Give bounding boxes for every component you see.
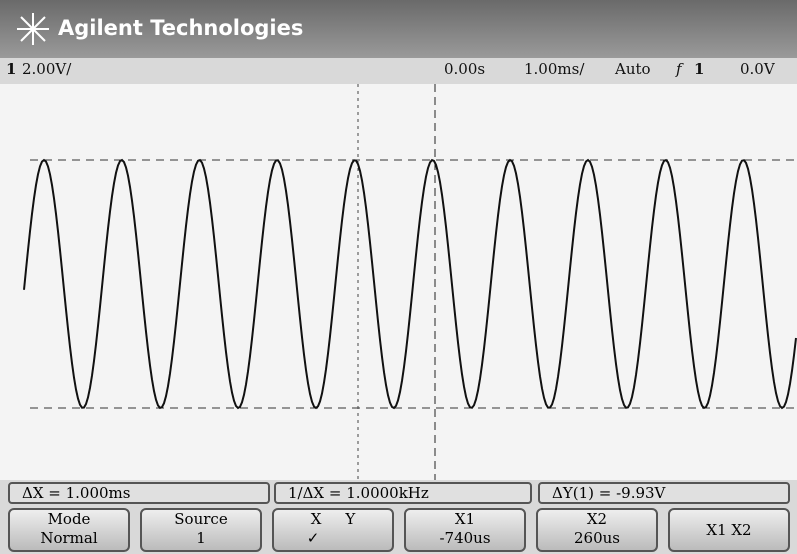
softkey-label-x: X (311, 510, 322, 528)
softkey-x1[interactable]: X1-740us (404, 508, 526, 552)
softkey-label: X2 (538, 510, 656, 529)
waveform-display (0, 84, 797, 480)
timebase: 1.00ms/ (524, 60, 584, 84)
softkey-value: Normal (10, 529, 128, 548)
softkey-value: 1 (142, 529, 260, 548)
softkey-value: ✓ (274, 529, 392, 548)
trigger-source: 1 (694, 60, 704, 84)
header-bar: Agilent Technologies (0, 0, 797, 58)
softkey-label: X1 X2 (670, 510, 788, 550)
brand-title: Agilent Technologies (58, 16, 303, 40)
inverse-delta-x: 1/ΔX = 1.0000kHz (274, 482, 532, 504)
logo (8, 9, 58, 49)
delay: 0.00s (444, 60, 485, 84)
softkey-x1x2[interactable]: X1 X2 (668, 508, 790, 552)
plot-background (0, 84, 797, 480)
softkey-value: -740us (406, 529, 524, 548)
scope-screen: Agilent Technologies 1 2.00V/ 0.00s 1.00… (0, 0, 797, 554)
delta-y: ΔY(1) = -9.93V (538, 482, 790, 504)
softkey-label-y: Y (345, 510, 355, 528)
softkey-label: Source (142, 510, 260, 529)
trigger-mode: Auto (615, 60, 651, 84)
softkey-label: X Y (274, 510, 392, 529)
softkey-label: Mode (10, 510, 128, 529)
softkey-label: X1 (406, 510, 524, 529)
softkey-value: 260us (538, 529, 656, 548)
softkey-xy[interactable]: X Y✓ (272, 508, 394, 552)
trigger-symbol: f (676, 60, 682, 84)
delta-x: ΔX = 1.000ms (8, 482, 270, 504)
trigger-level: 0.0V (740, 60, 775, 84)
volts-per-div: 2.00V/ (22, 60, 71, 84)
channel-number: 1 (6, 60, 16, 84)
